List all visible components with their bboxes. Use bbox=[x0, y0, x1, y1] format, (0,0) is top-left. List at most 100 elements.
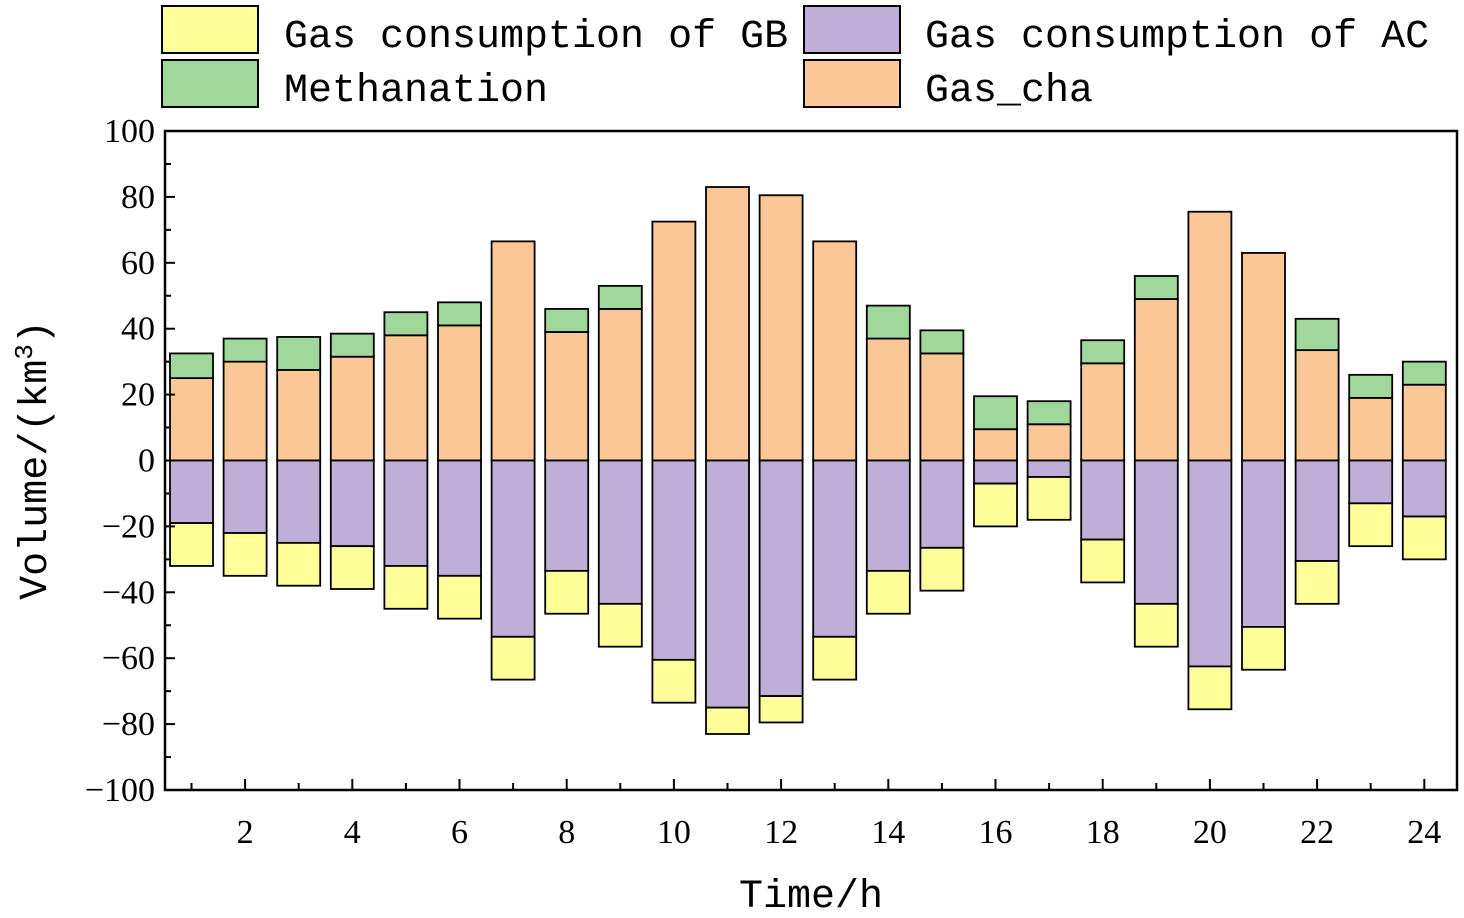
bar-gas-consumption-ac bbox=[651, 459, 697, 661]
bar-gas-consumption-ac bbox=[222, 459, 268, 534]
bar-gas-consumption-ac bbox=[705, 459, 750, 709]
bar-gas-consumption-gb bbox=[1080, 538, 1126, 584]
bar-gas-cha bbox=[705, 186, 750, 462]
legend-swatch-gas-cha bbox=[803, 59, 901, 108]
bar-gas-consumption-gb bbox=[758, 695, 804, 724]
bar-methanation bbox=[222, 337, 268, 363]
x-tick-label: 12 bbox=[764, 814, 798, 851]
bar-gas-consumption-ac bbox=[812, 459, 858, 638]
legend: Gas consumption of GB Gas consumption of… bbox=[161, 5, 1429, 114]
y-tick-label: 60 bbox=[121, 245, 155, 282]
bar-methanation bbox=[276, 336, 322, 371]
bar-methanation bbox=[1294, 317, 1340, 352]
bar-methanation bbox=[597, 284, 643, 310]
bar-gas-cha bbox=[544, 331, 590, 462]
bar-gas-consumption-ac bbox=[1294, 459, 1340, 562]
bar-gas-consumption-ac bbox=[973, 459, 1018, 485]
bar-gas-consumption-ac bbox=[1241, 459, 1286, 628]
bar-methanation bbox=[1401, 360, 1447, 386]
x-tick-label: 22 bbox=[1300, 814, 1334, 851]
bar-gas-consumption-ac bbox=[919, 459, 965, 549]
bar-gas-cha bbox=[276, 368, 322, 462]
bar-methanation bbox=[865, 304, 911, 340]
bars-group bbox=[169, 186, 1447, 735]
bar-gas-consumption-gb bbox=[1348, 502, 1394, 548]
bar-methanation bbox=[1026, 400, 1072, 426]
bar-gas-consumption-gb bbox=[1241, 625, 1286, 671]
bar-gas-cha bbox=[1401, 383, 1447, 462]
bar-gas-consumption-ac bbox=[1133, 459, 1179, 605]
bar-methanation bbox=[1348, 373, 1394, 399]
legend-label-methanation: Methanation bbox=[284, 69, 548, 114]
bar-gas-consumption-ac bbox=[544, 459, 590, 572]
x-tick-label: 4 bbox=[344, 814, 361, 851]
bar-gas-consumption-gb bbox=[597, 602, 643, 648]
x-tick-label: 24 bbox=[1407, 814, 1441, 851]
x-tick-label: 20 bbox=[1193, 814, 1227, 851]
bar-gas-cha bbox=[490, 240, 536, 462]
bar-gas-cha bbox=[1133, 298, 1179, 462]
x-tick-label: 8 bbox=[558, 814, 575, 851]
bar-gas-consumption-gb bbox=[651, 658, 697, 704]
bar-gas-consumption-gb bbox=[222, 532, 268, 577]
bar-methanation bbox=[1080, 339, 1126, 365]
bar-gas-cha bbox=[651, 220, 697, 462]
bar-gas-consumption-ac bbox=[383, 459, 429, 567]
bar-gas-cha bbox=[1080, 362, 1126, 462]
bar-methanation bbox=[169, 352, 214, 380]
legend-swatch-ac bbox=[803, 5, 901, 54]
y-axis-title: Volume/(km3) bbox=[10, 320, 59, 600]
y-tick-label: 40 bbox=[121, 311, 155, 348]
bar-gas-cha bbox=[758, 194, 804, 462]
bar-gas-consumption-ac bbox=[1080, 459, 1126, 541]
bar-gas-cha bbox=[383, 334, 429, 462]
y-axis-title-sup: 3 bbox=[10, 344, 40, 360]
bar-gas-cha bbox=[919, 352, 965, 462]
bar-gas-consumption-ac bbox=[1401, 459, 1447, 518]
bar-gas-consumption-ac bbox=[597, 459, 643, 605]
bar-methanation bbox=[1133, 275, 1179, 300]
bar-gas-cha bbox=[1241, 252, 1286, 462]
bar-gas-consumption-gb bbox=[383, 565, 429, 610]
y-tick-label: −40 bbox=[102, 574, 155, 611]
bar-gas-cha bbox=[169, 377, 214, 462]
bar-gas-consumption-gb bbox=[544, 569, 590, 615]
y-tick-label: 80 bbox=[121, 179, 155, 216]
bar-gas-consumption-ac bbox=[1348, 459, 1394, 505]
y-tick-label: −80 bbox=[102, 706, 155, 743]
bar-gas-cha bbox=[222, 360, 268, 462]
bar-gas-cha bbox=[1294, 349, 1340, 462]
y-tick-label: 0 bbox=[138, 443, 155, 480]
bar-gas-consumption-gb bbox=[705, 706, 750, 735]
bar-gas-cha bbox=[1026, 423, 1072, 462]
bar-gas-consumption-gb bbox=[490, 635, 536, 681]
plot-frame bbox=[163, 129, 1459, 792]
bar-gas-cha bbox=[437, 324, 482, 462]
bar-gas-cha bbox=[329, 355, 375, 462]
bar-gas-consumption-gb bbox=[812, 635, 858, 681]
bar-gas-consumption-gb bbox=[329, 545, 375, 590]
bar-gas-consumption-gb bbox=[1133, 602, 1179, 648]
x-axis-title: Time/h bbox=[739, 875, 883, 918]
x-tick-label: 16 bbox=[979, 814, 1013, 851]
x-tick-label: 18 bbox=[1086, 814, 1120, 851]
bar-methanation bbox=[383, 311, 429, 337]
legend-swatch-methanation bbox=[161, 59, 259, 108]
y-tick-label: −20 bbox=[102, 508, 155, 545]
bar-gas-consumption-gb bbox=[1401, 515, 1447, 561]
bar-gas-consumption-ac bbox=[865, 459, 911, 572]
x-tick-label: 10 bbox=[657, 814, 691, 851]
legend-swatch-gb bbox=[161, 5, 259, 54]
bar-gas-cha bbox=[973, 428, 1018, 462]
bar-gas-consumption-gb bbox=[437, 574, 482, 620]
x-tick-label: 14 bbox=[871, 814, 905, 851]
bar-methanation bbox=[544, 308, 590, 333]
y-tick-label: 100 bbox=[104, 113, 155, 150]
y-tick-label: −60 bbox=[102, 640, 155, 677]
bar-gas-cha bbox=[1348, 396, 1394, 462]
legend-label-gas-cha: Gas_cha bbox=[925, 69, 1093, 114]
bar-gas-consumption-ac bbox=[758, 459, 804, 697]
bar-gas-consumption-gb bbox=[169, 522, 214, 567]
bar-methanation bbox=[329, 332, 375, 358]
legend-label-gb: Gas consumption of GB bbox=[284, 15, 788, 60]
